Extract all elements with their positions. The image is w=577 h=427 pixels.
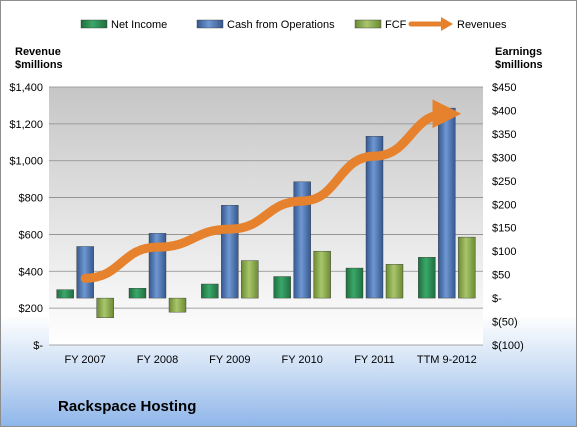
revenue-line xyxy=(80,99,462,283)
legend-swatch-net-income xyxy=(80,19,108,29)
x-tick-label: FY 2009 xyxy=(209,354,250,366)
x-tick-label: FY 2008 xyxy=(137,354,178,366)
bar-cash-from-operations xyxy=(76,246,94,299)
right-tick-label: $100 xyxy=(492,246,516,258)
right-tick-label: $50 xyxy=(492,270,510,282)
left-axis-title: Revenue $millions xyxy=(15,46,63,72)
right-axis-title-line2: $millions xyxy=(495,59,543,71)
company-name: Rackspace Hosting xyxy=(58,398,197,415)
right-tick-label: $400 xyxy=(492,105,516,117)
gridlines xyxy=(49,86,483,346)
bar-net-income xyxy=(345,267,364,299)
right-tick-label: $(50) xyxy=(492,317,518,329)
bar-fcf xyxy=(241,260,259,299)
right-tick-label: $350 xyxy=(492,129,516,141)
legend-label: FCF xyxy=(385,19,407,31)
bar-cash-from-operations xyxy=(438,107,456,299)
bar-fcf xyxy=(458,236,476,299)
legend-swatch-fcf xyxy=(354,19,382,29)
right-tick-label: $200 xyxy=(492,199,516,211)
right-tick-label: $- xyxy=(492,293,502,305)
bar-cash-from-operations xyxy=(221,205,239,299)
legend-label: Cash from Operations xyxy=(227,19,335,31)
bar-fcf xyxy=(96,297,114,318)
bar-net-income xyxy=(56,289,74,299)
right-axis-title: Earnings $millions xyxy=(495,46,543,72)
left-axis-ticks: $- $200 $400 $600 $800 $1,000 $1,200 $1,400 xyxy=(9,82,43,352)
left-tick-label: $1,200 xyxy=(9,119,43,131)
bar-fcf xyxy=(313,250,331,299)
bar-fcf xyxy=(385,264,404,299)
x-tick-label: TTM 9-2012 xyxy=(417,354,477,366)
left-tick-label: $200 xyxy=(19,303,43,315)
legend-swatch-cash-from-operations xyxy=(196,19,224,29)
bar-net-income xyxy=(273,276,291,299)
left-axis-title-line2: $millions xyxy=(15,59,63,71)
x-tick-label: FY 2007 xyxy=(64,354,105,366)
legend-arrow-icon xyxy=(441,17,453,31)
left-tick-label: $1,400 xyxy=(9,82,43,94)
x-tick-label: FY 2010 xyxy=(281,354,322,366)
left-axis-title-line1: Revenue xyxy=(15,46,61,58)
right-tick-label: $150 xyxy=(492,223,516,235)
bar-net-income xyxy=(418,257,436,299)
revenue-series-line xyxy=(80,99,462,283)
x-axis-ticks: FY 2007 FY 2008 FY 2009 FY 2010 FY 2011 TTM 9… xyxy=(64,354,476,366)
bar-cash-from-operations xyxy=(293,181,311,299)
right-tick-label: $250 xyxy=(492,176,516,188)
legend: Net Income Cash from Operations FCF Revenue… xyxy=(80,17,507,31)
x-tick-label: FY 2011 xyxy=(354,354,395,366)
legend-label: Net Income xyxy=(111,19,167,31)
right-tick-label: $450 xyxy=(492,82,516,94)
right-tick-label: $300 xyxy=(492,152,516,164)
right-axis-ticks: $(100) $(50) $- $50 $100 $150 $200 $250 $300 $350… xyxy=(492,82,524,352)
bar-cash-from-operations xyxy=(365,136,384,299)
left-tick-label: $1,000 xyxy=(9,156,43,168)
left-tick-label: $800 xyxy=(19,193,43,205)
right-tick-label: $(100) xyxy=(492,340,524,352)
left-tick-label: $400 xyxy=(19,266,43,278)
left-tick-label: $- xyxy=(33,340,43,352)
bar-net-income xyxy=(201,283,219,299)
bar-fcf xyxy=(168,297,187,313)
left-tick-label: $600 xyxy=(19,229,43,241)
right-axis-title-line1: Earnings xyxy=(495,46,543,58)
legend-label: Revenues xyxy=(457,19,507,31)
bar-net-income xyxy=(128,288,147,299)
